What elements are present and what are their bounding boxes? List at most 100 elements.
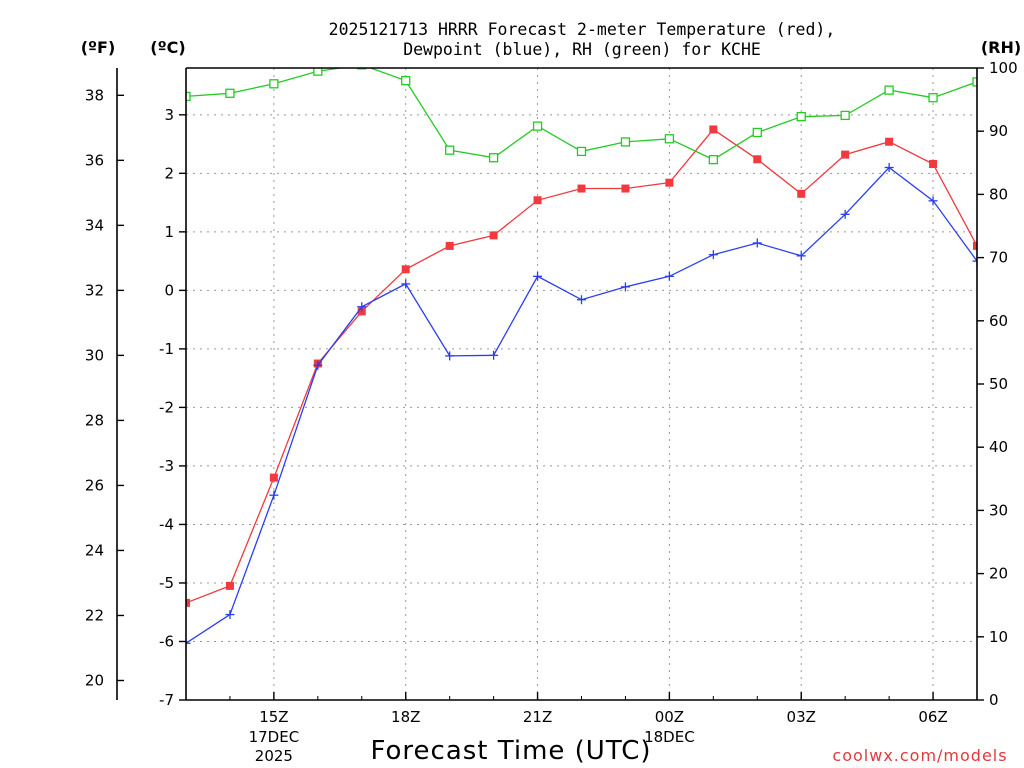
temperature-point — [533, 196, 542, 205]
temperature-point — [445, 241, 454, 250]
temperature-point — [269, 473, 278, 482]
rh-tick-label: 90 — [989, 122, 1008, 140]
rh-tick-label: 80 — [989, 185, 1008, 203]
axes — [116, 67, 984, 701]
temperature-point — [753, 155, 762, 164]
dewpoint-point — [972, 256, 977, 266]
title-line-2: Dewpoint (blue), RH (green) for KCHE — [403, 40, 761, 59]
rh-tick-label: 40 — [989, 438, 1008, 456]
rh-tick-label: 20 — [989, 565, 1008, 583]
fahrenheit-tick-label: 36 — [85, 151, 104, 169]
fahrenheit-tick-label: 24 — [85, 541, 104, 559]
x-tick-label: 21Z — [523, 708, 552, 726]
dewpoint-point — [840, 209, 850, 219]
dewpoint-point — [752, 238, 762, 248]
rh-point — [840, 110, 850, 121]
rh-tick-label: 0 — [989, 691, 999, 709]
celsius-tick-label: 0 — [164, 281, 174, 299]
celsius-tick-label: -3 — [159, 457, 174, 475]
fahrenheit-tick-label: 38 — [85, 86, 104, 104]
celsius-tick-label: 1 — [164, 223, 174, 241]
rh-point — [269, 79, 279, 89]
series-line — [186, 68, 977, 161]
rh-point — [313, 68, 323, 76]
x-date-label: 17DEC — [249, 728, 300, 746]
dewpoint-point — [445, 351, 455, 361]
x-date-label: 18DEC — [644, 728, 695, 746]
rh-point — [186, 91, 191, 102]
rh-point — [620, 137, 631, 147]
credit-text: coolwx.com/models — [832, 746, 1007, 765]
rh-point — [664, 134, 675, 144]
x-tick-label: 15Z — [259, 708, 288, 726]
rh-tick-label: 50 — [989, 375, 1008, 393]
fahrenheit-tick-label: 26 — [85, 476, 104, 494]
temperature-point — [621, 184, 630, 193]
x-axis-label: Forecast Time (UTC) — [370, 736, 651, 766]
dewpoint-point — [664, 271, 674, 281]
rh-tick-label: 70 — [989, 249, 1008, 267]
temperature-point — [577, 184, 586, 193]
dewpoint-point — [884, 162, 894, 172]
temperature-point — [797, 189, 806, 198]
fahrenheit-tick-label: 30 — [85, 346, 104, 364]
temperature-point — [885, 137, 894, 146]
fahrenheit-tick-label: 34 — [85, 216, 104, 234]
rh-point — [752, 127, 762, 138]
title-line-1: 2025121713 HRRR Forecast 2-meter Tempera… — [329, 20, 836, 39]
dewpoint-point — [533, 271, 543, 281]
dewpoint-point — [401, 279, 411, 289]
rh-point — [488, 153, 499, 163]
temperature-point — [186, 598, 190, 607]
rh-point — [972, 77, 977, 87]
x-tick-label: 03Z — [787, 708, 816, 726]
series-rh — [186, 68, 977, 165]
dewpoint-point — [577, 295, 586, 305]
fahrenheit-tick-label: 28 — [85, 411, 104, 429]
fahrenheit-tick-label: 22 — [85, 606, 104, 624]
rh-point — [445, 145, 455, 155]
temperature-point — [401, 265, 410, 274]
dewpoint-point — [928, 196, 938, 206]
x-tick-label: 00Z — [655, 708, 684, 726]
fahrenheit-tick-label: 32 — [85, 281, 104, 299]
dewpoint-point — [708, 250, 718, 260]
series-dewpoint — [186, 162, 977, 648]
celsius-tick-label: -4 — [159, 515, 174, 533]
rh-point — [576, 146, 587, 157]
rh-point — [928, 93, 938, 103]
dewpoint-point — [269, 490, 279, 500]
rh-point — [708, 154, 718, 165]
rh-tick-label: 100 — [989, 59, 1018, 77]
fahrenheit-unit-label: (ºF) — [81, 38, 116, 57]
chart-title: 2025121713 HRRR Forecast 2-meter Tempera… — [329, 20, 836, 59]
celsius-tick-label: -5 — [159, 574, 174, 592]
dewpoint-point — [620, 282, 630, 292]
temperature-point — [665, 178, 674, 187]
rh-unit-label: (RH) — [981, 38, 1021, 57]
rh-point — [401, 75, 411, 86]
tick-labels: 3210-1-2-3-4-5-6-73836343230282624222010… — [85, 59, 1018, 765]
celsius-tick-label: -1 — [159, 340, 174, 358]
rh-point — [225, 88, 235, 98]
data-series — [186, 68, 977, 648]
temperature-point — [709, 125, 718, 134]
temperature-point — [973, 241, 977, 250]
rh-tick-label: 10 — [989, 628, 1008, 646]
temperature-point — [929, 159, 938, 168]
temperature-point — [489, 231, 498, 240]
gridlines — [186, 68, 977, 700]
temperature-point — [841, 150, 850, 159]
series-line — [186, 166, 977, 644]
rh-point — [796, 112, 806, 122]
temperature-point — [225, 581, 234, 590]
rh-tick-label: 60 — [989, 312, 1008, 330]
dewpoint-point — [313, 360, 323, 370]
celsius-tick-label: 3 — [164, 106, 174, 124]
celsius-tick-label: -7 — [159, 691, 174, 709]
dewpoint-point — [796, 251, 806, 261]
dewpoint-point — [357, 302, 367, 312]
celsius-tick-label: -2 — [159, 398, 174, 416]
dewpoint-point — [186, 638, 191, 648]
